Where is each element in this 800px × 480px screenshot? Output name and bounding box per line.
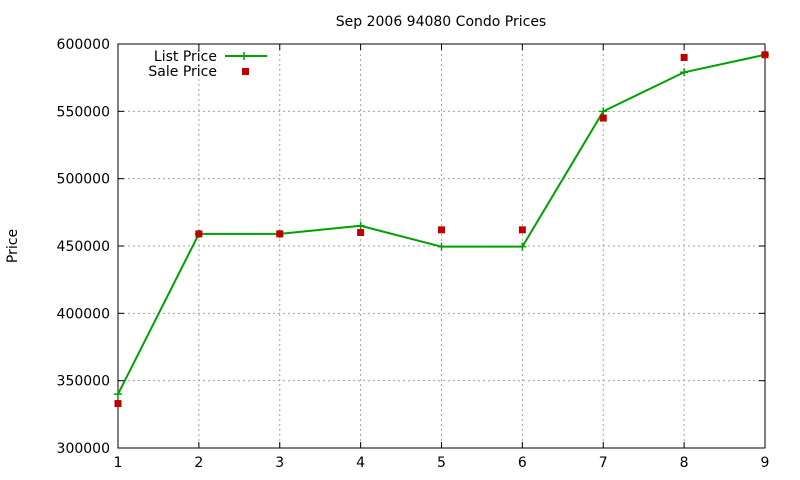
point-sale-price	[518, 226, 526, 234]
point-sale-price	[680, 53, 688, 61]
point-sale-price	[599, 114, 607, 122]
plot-frame	[117, 43, 766, 449]
point-sale-price	[357, 229, 365, 237]
x-tick-label: 2	[194, 455, 203, 471]
y-tick-label: 400000	[57, 306, 110, 322]
x-tick-label: 9	[761, 455, 770, 471]
chart-title: Sep 2006 94080 Condo Prices	[336, 14, 546, 30]
y-tick-label: 350000	[57, 374, 110, 390]
y-tick-label: 500000	[57, 172, 110, 188]
x-tick-label: 4	[356, 455, 365, 471]
y-tick-label: 600000	[57, 37, 110, 53]
legend-marker-sale-price	[242, 68, 249, 75]
point-sale-price	[114, 400, 122, 408]
x-tick-label: 7	[599, 455, 608, 471]
point-list-price	[680, 68, 689, 77]
x-tick-label: 5	[437, 455, 446, 471]
point-sale-price	[276, 230, 284, 238]
legend-marker-list-price	[240, 52, 248, 60]
point-sale-price	[438, 226, 445, 234]
point-list-price	[518, 242, 527, 251]
point-sale-price	[195, 230, 203, 238]
x-tick-label: 1	[114, 455, 123, 471]
x-tick-label: 3	[275, 455, 284, 471]
series-layer	[114, 50, 769, 408]
legend-label-list-price: List Price	[154, 49, 217, 65]
y-tick-label: 300000	[57, 441, 110, 457]
point-list-price	[437, 242, 446, 251]
x-tick-label: 6	[518, 455, 527, 471]
x-tick-label: 8	[680, 455, 689, 471]
point-list-price	[356, 221, 365, 230]
legend-label-sale-price: Sale Price	[148, 64, 217, 80]
y-tick-label: 550000	[57, 104, 110, 120]
point-list-price	[599, 107, 608, 116]
point-list-price	[114, 390, 122, 399]
y-axis-label: Price	[5, 229, 21, 263]
legend: List Price Sale Price	[148, 49, 267, 80]
axis-ticks: 300000 350000 400000 450000 500000 550000 6000…	[57, 37, 770, 471]
y-tick-label: 450000	[57, 239, 110, 255]
point-sale-price	[761, 51, 769, 59]
